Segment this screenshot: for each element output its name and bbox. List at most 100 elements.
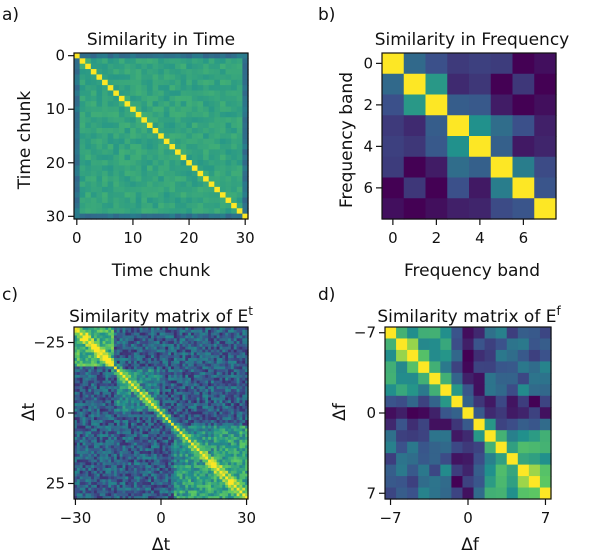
heatmap-cell xyxy=(142,484,146,489)
heatmap-cell xyxy=(85,349,89,353)
heatmap-cell xyxy=(230,476,235,480)
heatmap-cell xyxy=(216,352,221,356)
heatmap-cell xyxy=(91,425,95,430)
heatmap-cell xyxy=(196,391,201,396)
heatmap-cell xyxy=(242,366,246,370)
heatmap-cell xyxy=(202,462,206,466)
heatmap-cell xyxy=(130,79,137,86)
heatmap-cell xyxy=(506,384,519,397)
heatmap-cell xyxy=(193,414,198,418)
heatmap-cell xyxy=(202,355,206,359)
heatmap-cell xyxy=(506,407,519,420)
heatmap-cell xyxy=(148,403,152,407)
heatmap-cell xyxy=(173,329,178,334)
heatmap-cell xyxy=(228,355,232,359)
heatmap-cell xyxy=(139,459,144,463)
heatmap-cell xyxy=(111,445,115,449)
heatmap-cell xyxy=(156,352,161,356)
heatmap-cell xyxy=(79,394,84,399)
heatmap-cell xyxy=(125,456,129,461)
heatmap-cell xyxy=(74,431,78,435)
heatmap-cell xyxy=(517,395,530,408)
heatmap-cell xyxy=(113,445,118,449)
heatmap-cell xyxy=(142,332,146,337)
heatmap-cell xyxy=(113,448,118,452)
heatmap-cell xyxy=(196,403,201,407)
heatmap-cell xyxy=(239,462,243,466)
heatmap-cell xyxy=(96,425,101,430)
heatmap-cell xyxy=(130,106,137,113)
heatmap-cell xyxy=(128,358,132,362)
heatmap-cell xyxy=(222,349,226,353)
heatmap-cell xyxy=(222,434,226,438)
heatmap-cell xyxy=(213,456,218,461)
heatmap-cell xyxy=(122,422,126,427)
heatmap-cell xyxy=(170,327,175,331)
heatmap-cell xyxy=(245,372,249,376)
heatmap-cell xyxy=(90,197,98,204)
heatmap-cell xyxy=(135,208,142,215)
heatmap-cell xyxy=(139,448,144,452)
heatmap-cell xyxy=(242,431,246,435)
heatmap-cell xyxy=(534,198,557,220)
heatmap-cell xyxy=(170,335,175,339)
heatmap-cell xyxy=(88,496,92,500)
heatmap-cell xyxy=(135,186,142,193)
heatmap-cell xyxy=(148,445,152,449)
heatmap-cell xyxy=(108,346,112,351)
heatmap-cell xyxy=(102,383,106,387)
heatmap-cell xyxy=(222,377,226,382)
heatmap-cell xyxy=(79,117,86,124)
heatmap-cell xyxy=(233,470,238,475)
heatmap-cell xyxy=(96,467,101,472)
heatmap-cell xyxy=(76,493,81,497)
heatmap-cell xyxy=(74,428,78,432)
heatmap-cell xyxy=(151,355,155,359)
heatmap-cell xyxy=(208,377,212,382)
heatmap-cell xyxy=(76,420,81,424)
heatmap-cell xyxy=(82,448,87,452)
heatmap-cell xyxy=(122,400,126,404)
heatmap-cell xyxy=(151,377,155,382)
heatmap-cell xyxy=(484,361,497,374)
heatmap-cell xyxy=(208,355,212,359)
heatmap-cell xyxy=(133,391,138,396)
heatmap-cell xyxy=(133,439,138,444)
heatmap-cell xyxy=(102,133,109,140)
heatmap-cell xyxy=(228,459,232,463)
heatmap-cell xyxy=(230,467,235,472)
heatmap-cell xyxy=(148,467,152,472)
heatmap-cell xyxy=(214,58,221,65)
heatmap-cell xyxy=(124,53,131,59)
heatmap-cell xyxy=(175,154,182,161)
heatmap-cell xyxy=(133,338,138,342)
heatmap-cell xyxy=(191,213,199,220)
heatmap-cell xyxy=(91,439,95,444)
heatmap-cell xyxy=(233,389,238,393)
heatmap-cell xyxy=(173,451,178,455)
heatmap-cell xyxy=(236,63,243,70)
heatmap-cell xyxy=(79,453,84,458)
heatmap-cell xyxy=(199,386,203,390)
heatmap-cell xyxy=(105,431,109,435)
heatmap-cell xyxy=(210,490,215,494)
heatmap-cell xyxy=(111,467,115,472)
heatmap-cell xyxy=(180,192,187,199)
heatmap-cell xyxy=(170,439,175,444)
heatmap-cell xyxy=(153,414,158,418)
heatmap-cell xyxy=(168,439,172,444)
heatmap-cell xyxy=(193,456,198,461)
heatmap-cell xyxy=(90,127,98,134)
heatmap-cell xyxy=(225,213,232,220)
heatmap-cell xyxy=(162,439,166,444)
heatmap-cell xyxy=(190,397,195,401)
heatmap-cell xyxy=(199,394,203,399)
heatmap-cell xyxy=(495,418,508,431)
heatmap-cell xyxy=(151,386,155,390)
heatmap-cell xyxy=(225,358,229,362)
heatmap-cell xyxy=(113,213,120,220)
heatmap-cell xyxy=(102,490,106,494)
heatmap-cell xyxy=(202,397,206,401)
heatmap-cell xyxy=(136,465,141,469)
heatmap-cell xyxy=(91,374,95,379)
